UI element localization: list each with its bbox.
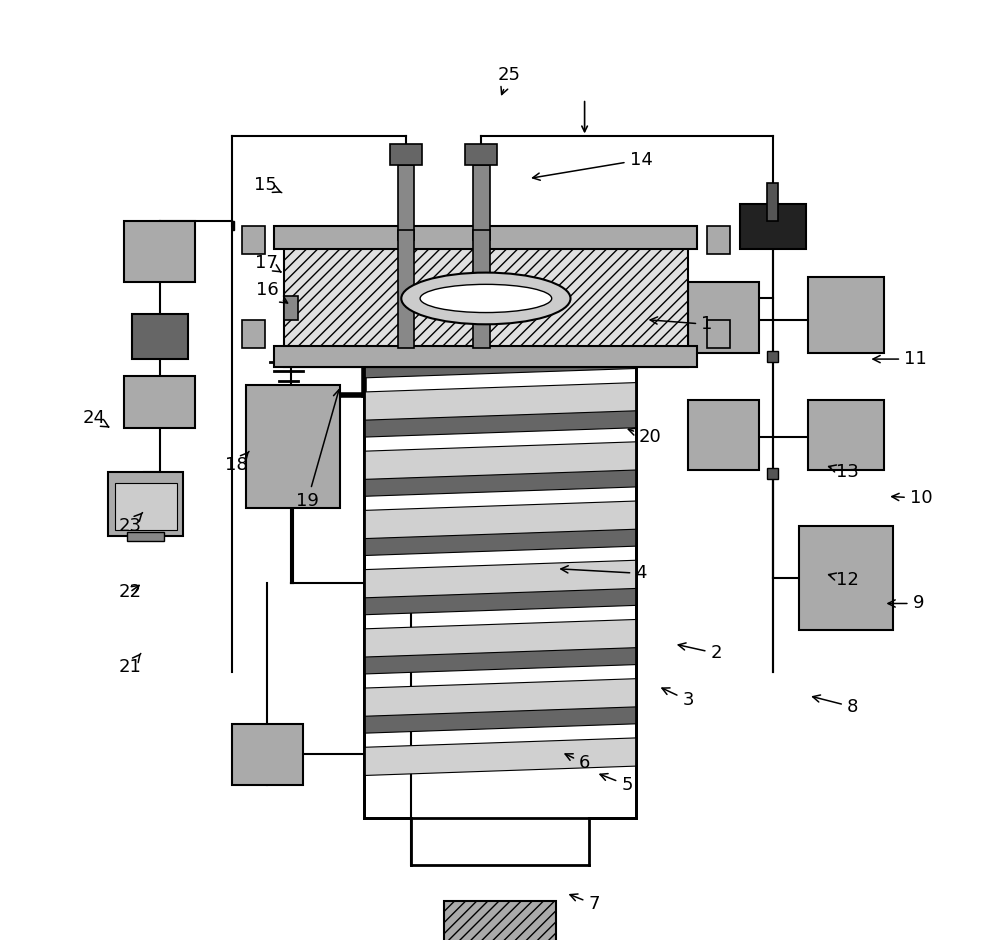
Polygon shape: [364, 400, 636, 437]
Bar: [284, 230, 688, 367]
Bar: [688, 400, 759, 470]
Polygon shape: [364, 577, 636, 615]
Text: 23: 23: [118, 512, 143, 536]
Text: 1: 1: [650, 315, 712, 334]
Text: 12: 12: [829, 571, 859, 589]
Polygon shape: [364, 518, 636, 556]
Bar: [108, 472, 183, 536]
Text: 20: 20: [628, 428, 662, 446]
Bar: [465, 144, 497, 164]
Text: 6: 6: [565, 754, 590, 773]
Bar: [767, 351, 778, 362]
Text: 22: 22: [118, 583, 141, 602]
Polygon shape: [364, 442, 636, 479]
Bar: [124, 221, 195, 282]
Text: 16: 16: [256, 280, 288, 303]
Polygon shape: [364, 459, 636, 496]
Text: 25: 25: [498, 66, 521, 95]
Bar: [242, 320, 265, 348]
Ellipse shape: [401, 273, 570, 324]
Bar: [124, 376, 195, 428]
Text: 15: 15: [254, 176, 282, 195]
Polygon shape: [364, 560, 636, 598]
Bar: [740, 204, 806, 249]
Bar: [398, 164, 414, 240]
Bar: [473, 164, 490, 240]
Bar: [808, 277, 884, 352]
Bar: [284, 296, 298, 320]
Polygon shape: [364, 619, 636, 657]
Bar: [232, 724, 303, 785]
Bar: [127, 532, 164, 541]
Text: 4: 4: [561, 564, 647, 583]
Text: 18: 18: [225, 451, 249, 475]
Polygon shape: [364, 738, 636, 775]
Bar: [767, 468, 778, 479]
Text: 7: 7: [570, 894, 600, 914]
Text: 21: 21: [118, 653, 141, 677]
Bar: [808, 400, 884, 470]
Polygon shape: [364, 340, 636, 378]
Bar: [274, 226, 697, 249]
Polygon shape: [364, 679, 636, 716]
Bar: [390, 144, 422, 164]
Polygon shape: [364, 323, 636, 361]
Bar: [274, 346, 697, 367]
Bar: [444, 901, 556, 940]
Bar: [246, 385, 340, 508]
Text: 9: 9: [888, 594, 924, 613]
Text: 8: 8: [813, 695, 858, 716]
Bar: [232, 221, 234, 230]
Bar: [799, 526, 893, 630]
Polygon shape: [364, 383, 636, 420]
Bar: [398, 230, 414, 348]
Text: 5: 5: [600, 774, 633, 794]
Bar: [707, 320, 730, 348]
Ellipse shape: [420, 284, 552, 312]
Text: 17: 17: [255, 254, 281, 273]
Bar: [364, 301, 636, 818]
Bar: [473, 230, 490, 348]
Text: 24: 24: [82, 409, 109, 428]
Bar: [707, 226, 730, 254]
Text: 3: 3: [662, 688, 694, 710]
Text: 2: 2: [678, 643, 722, 663]
Text: 11: 11: [873, 350, 927, 368]
Polygon shape: [364, 636, 636, 674]
Bar: [242, 226, 265, 254]
Polygon shape: [364, 281, 636, 319]
Bar: [132, 314, 188, 359]
Text: 10: 10: [892, 489, 932, 508]
Bar: [688, 282, 759, 352]
Bar: [115, 483, 177, 530]
Bar: [767, 183, 778, 221]
Text: 19: 19: [296, 390, 340, 510]
Polygon shape: [364, 501, 636, 539]
Text: 14: 14: [533, 150, 652, 180]
Text: 13: 13: [829, 462, 859, 481]
Polygon shape: [364, 696, 636, 733]
